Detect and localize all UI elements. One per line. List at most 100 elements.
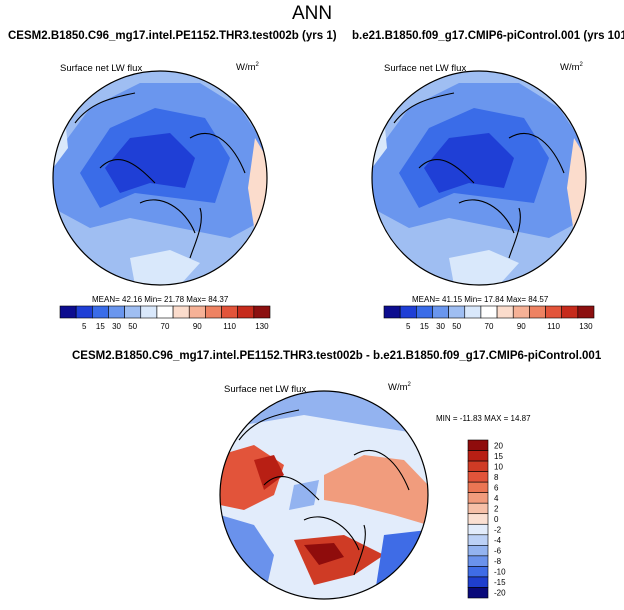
right-colorbar-swatch	[416, 305, 433, 319]
right-coastlines	[393, 92, 565, 259]
left-colorbar-tick-label: 50	[128, 322, 137, 331]
left-colorbar-swatch	[140, 305, 158, 319]
left-stats-label: MEAN= 42.16 Min= 21.78 Max= 84.37	[92, 295, 229, 304]
left-colorbar-swatch	[92, 305, 109, 319]
diff-colorbar-swatch	[467, 481, 489, 493]
left-colorbar-swatch	[205, 305, 222, 319]
left-units-label: W/m2	[236, 62, 259, 74]
left-colorbar-swatch	[237, 305, 255, 319]
diff-coastlines	[238, 409, 410, 576]
left-colorbar-swatch	[188, 305, 206, 319]
diff-colorbar-tick-label: 6	[494, 483, 499, 492]
right-colorbar-tick-label: 5	[406, 322, 411, 331]
diff-colorbar-tick-label: -10	[494, 568, 506, 577]
left-colorbar-swatch	[172, 305, 190, 319]
right-map-outline	[371, 70, 587, 286]
diff-colorbar-swatch	[467, 545, 489, 557]
right-colorbar-swatch	[561, 305, 579, 319]
left-field-core	[105, 133, 195, 193]
right-colorbar-swatch	[545, 305, 562, 319]
left-field-pale-south	[130, 250, 200, 285]
diff-colorbar-tick-label: 0	[494, 515, 499, 524]
diff-colorbar-swatch	[467, 439, 489, 451]
right-colorbar-tick-label: 110	[547, 322, 560, 331]
diff-colorbar-swatch	[467, 534, 489, 546]
left-colorbar-tick-label: 130	[255, 322, 269, 331]
left-variable-label: Surface net LW flux	[60, 63, 143, 74]
right-colorbar-tick-label: 50	[452, 322, 461, 331]
diff-field-hot-west	[254, 455, 284, 490]
right-colorbar-swatch	[529, 305, 546, 319]
left-colorbar-swatch	[108, 305, 125, 319]
right-colorbar-swatch	[432, 305, 449, 319]
right-colorbar-swatch	[383, 305, 401, 319]
diff-map-outline	[219, 390, 429, 600]
diff-colorbar-swatch	[467, 450, 489, 462]
right-colorbar-swatch	[512, 305, 530, 319]
diff-units-label: W/m2	[388, 382, 411, 394]
right-colorbar-swatch	[399, 305, 417, 319]
diff-colorbar-swatch	[467, 492, 489, 504]
right-variable-label: Surface net LW flux	[384, 63, 467, 74]
diff-colorbar-swatch	[467, 523, 489, 536]
right-field-core	[424, 133, 514, 193]
right-colorbar-swatch	[464, 305, 482, 319]
diff-colorbar-swatch	[467, 566, 489, 578]
right-colorbar-swatch	[480, 305, 498, 319]
diff-colorbar-tick-label: -20	[494, 589, 506, 598]
diff-variable-label: Surface net LW flux	[224, 384, 307, 395]
diff-colorbar-swatch	[467, 576, 489, 588]
right-colorbar-swatch	[496, 305, 514, 319]
diff-colorbar-tick-label: -2	[494, 526, 502, 535]
left-coastlines	[74, 92, 246, 259]
left-colorbar-swatch	[59, 305, 77, 319]
diff-colorbar-swatch	[467, 471, 489, 483]
right-units-label: W/m2	[560, 62, 583, 74]
left-colorbar-swatch	[253, 305, 271, 319]
diff-map-field	[220, 391, 428, 599]
left-colorbar-tick-label: 30	[112, 322, 121, 331]
right-colorbar-swatch	[577, 305, 595, 319]
right-colorbar-tick-label: 90	[517, 322, 526, 331]
diff-colorbar-tick-label: 15	[494, 452, 503, 461]
right-colorbar-tick-label: 15	[420, 322, 429, 331]
left-case-title: CESM2.B1850.C96_mg17.intel.PE1152.THR3.t…	[8, 30, 337, 42]
diff-colorbar-swatch	[467, 460, 489, 472]
diff-colorbar-swatch	[467, 513, 489, 525]
left-map-field	[53, 71, 267, 285]
left-map-outline	[52, 70, 268, 286]
left-colorbar-swatch	[221, 305, 238, 319]
left-colorbar-tick-label: 15	[96, 322, 105, 331]
right-colorbar-swatch	[448, 305, 466, 319]
right-case-title: b.e21.B1850.f09_g17.CMIP6-piControl.001 …	[352, 30, 624, 42]
diff-case-title: CESM2.B1850.C96_mg17.intel.PE1152.THR3.t…	[72, 350, 602, 362]
diff-colorbar-tick-label: -8	[494, 557, 502, 566]
diff-colorbar-tick-label: -4	[494, 536, 502, 545]
diff-colorbar-swatch	[467, 502, 489, 515]
left-colorbar-tick-label: 90	[193, 322, 202, 331]
figure-title: ANN	[291, 3, 333, 24]
right-map-field	[372, 71, 586, 285]
diff-colorbar-swatch	[467, 587, 489, 599]
left-colorbar-swatch	[75, 305, 93, 319]
diff-colorbar-tick-label: 2	[494, 504, 499, 513]
diff-colorbar-tick-label: 4	[494, 494, 499, 503]
left-colorbar-tick-label: 70	[161, 322, 170, 331]
diff-colorbar-swatch	[467, 555, 489, 567]
right-colorbar-tick-label: 30	[436, 322, 445, 331]
diff-field-hot-south	[304, 543, 344, 565]
diff-stats-label: MIN = -11.83 MAX = 14.87	[436, 414, 531, 423]
left-colorbar-tick-label: 110	[223, 322, 236, 331]
diff-field-cool-center	[289, 480, 319, 510]
diff-colorbar-tick-label: 8	[494, 473, 499, 482]
left-colorbar-tick-label: 5	[82, 322, 87, 331]
left-colorbar-swatch	[156, 305, 174, 319]
diff-colorbar-tick-label: -6	[494, 547, 502, 556]
diff-field-warm-central	[324, 455, 428, 525]
right-stats-label: MEAN= 41.15 Min= 17.84 Max= 84.57	[412, 295, 549, 304]
diff-colorbar-tick-label: 20	[494, 441, 503, 450]
right-colorbar-tick-label: 130	[579, 322, 593, 331]
right-colorbar-tick-label: 70	[485, 322, 494, 331]
left-colorbar-swatch	[124, 305, 142, 319]
